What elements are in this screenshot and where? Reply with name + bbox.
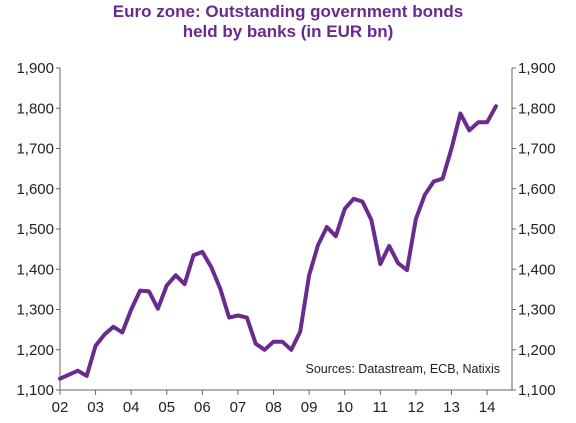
- y-tick-label-right: 1,200: [518, 342, 556, 359]
- chart-title-line-1: Euro zone: Outstanding government bonds: [112, 2, 464, 21]
- chart-tick-labels: 1,100 1,100 1,200 1,200 1,300 1,300 1,400 1,400…: [16, 60, 555, 416]
- y-tick-label-right: 1,800: [518, 100, 556, 117]
- y-tick-label-left: 1,700: [16, 141, 54, 158]
- y-tick-label-left: 1,600: [16, 181, 54, 198]
- y-tick-label-left: 1,800: [16, 100, 54, 117]
- chart-series: [58, 104, 498, 381]
- chart-title-line-2: held by banks (in EUR bn): [182, 22, 394, 41]
- y-tick-label-left: 1,500: [16, 221, 54, 238]
- x-tick-label: 13: [443, 399, 460, 416]
- source-note: Sources: Datastream, ECB, Natixis: [305, 362, 500, 376]
- y-tick-label-left: 1,900: [16, 60, 54, 77]
- chart-axes: [56, 67, 516, 395]
- x-tick-label: 02: [52, 399, 69, 416]
- y-tick-label-left: 1,200: [16, 342, 54, 359]
- x-tick-label: 14: [479, 399, 496, 416]
- x-tick-label: 04: [123, 399, 140, 416]
- y-tick-label-right: 1,600: [518, 181, 556, 198]
- x-tick-label: 06: [194, 399, 211, 416]
- x-tick-label: 03: [87, 399, 104, 416]
- x-tick-label: 09: [301, 399, 318, 416]
- chart-title: Euro zone: Outstanding government bonds …: [0, 2, 576, 42]
- x-tick-label: 08: [265, 399, 282, 416]
- y-tick-label-left: 1,300: [16, 302, 54, 319]
- y-tick-label-left: 1,400: [16, 261, 54, 278]
- y-tick-label-right: 1,700: [518, 141, 556, 158]
- x-tick-label: 10: [336, 399, 353, 416]
- y-tick-label-right: 1,100: [518, 382, 556, 399]
- y-tick-label-left: 1,100: [16, 382, 54, 399]
- y-tick-label-right: 1,900: [518, 60, 556, 77]
- x-tick-label: 11: [373, 399, 389, 416]
- y-tick-label-right: 1,500: [518, 221, 556, 238]
- x-tick-label: 07: [230, 399, 247, 416]
- y-tick-label-right: 1,300: [518, 302, 556, 319]
- series-line: [58, 104, 498, 381]
- y-tick-label-right: 1,400: [518, 261, 556, 278]
- x-tick-label: 12: [408, 399, 425, 416]
- x-tick-label: 05: [158, 399, 175, 416]
